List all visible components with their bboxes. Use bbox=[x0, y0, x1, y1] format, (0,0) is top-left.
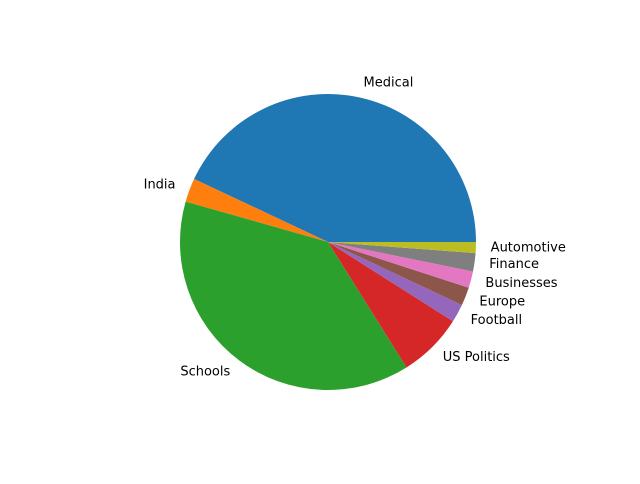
pie-slice-europe bbox=[328, 242, 469, 306]
pie-label-europe: Europe bbox=[479, 294, 525, 309]
pie-label-schools: Schools bbox=[180, 365, 230, 380]
pie-label-automotive: Automotive bbox=[491, 241, 566, 256]
pie-slice-schools bbox=[179, 201, 407, 391]
pie-label-finance: Finance bbox=[489, 257, 539, 272]
pie-slice-finance bbox=[328, 242, 476, 272]
pie-slice-businesses bbox=[328, 242, 474, 288]
pie-slice-medical bbox=[194, 94, 477, 243]
pie-slices bbox=[179, 94, 477, 391]
pie-labels: Medical India Schools US Politics Football Eu… bbox=[144, 76, 566, 380]
pie-slice-india bbox=[185, 178, 328, 242]
pie-slice-automotive bbox=[328, 242, 476, 254]
pie-label-businesses: Businesses bbox=[485, 276, 557, 291]
pie-slice-football bbox=[328, 242, 462, 322]
pie-slice-us-politics bbox=[328, 242, 453, 368]
pie-label-india: India bbox=[144, 177, 176, 192]
pie-label-football: Football bbox=[471, 313, 522, 328]
pie-label-us-politics: US Politics bbox=[443, 350, 510, 365]
pie-label-medical: Medical bbox=[364, 76, 414, 91]
